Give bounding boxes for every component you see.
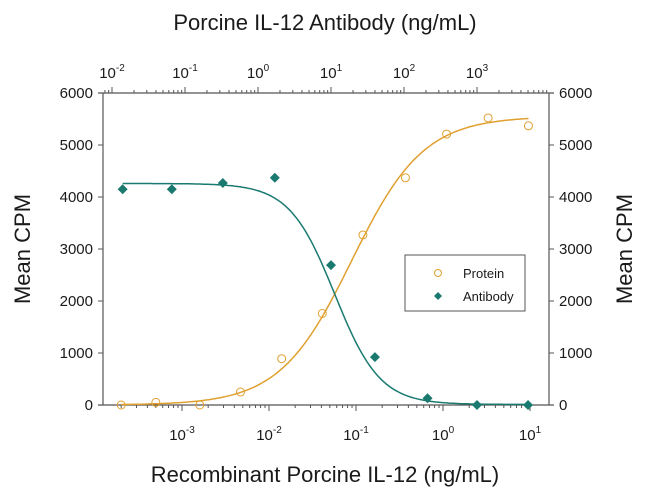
legend-antibody: Antibody xyxy=(463,289,514,304)
x-axis-title: Recombinant Porcine IL-12 (ng/mL) xyxy=(151,462,500,487)
antibody-marker-icon xyxy=(434,292,442,300)
data-points xyxy=(116,113,534,410)
svg-text:10-1: 10-1 xyxy=(172,63,198,82)
svg-text:1000: 1000 xyxy=(559,345,592,362)
svg-text:5000: 5000 xyxy=(559,137,592,154)
svg-text:103: 103 xyxy=(466,63,489,82)
axes: 0 0 1000 1000 2000 2000 3000 3000 4000 4000 5000 50… xyxy=(60,63,593,444)
fit-curves xyxy=(121,117,529,406)
svg-text:100: 100 xyxy=(247,63,270,82)
svg-text:10-1: 10-1 xyxy=(343,425,369,444)
svg-text:5000: 5000 xyxy=(60,137,93,154)
svg-text:3000: 3000 xyxy=(60,241,93,258)
y-axis-title-left: Mean CPM xyxy=(10,194,35,304)
svg-text:6000: 6000 xyxy=(559,85,592,102)
y-axis-title-right: Mean CPM xyxy=(612,194,637,304)
svg-text:101: 101 xyxy=(519,425,542,444)
svg-text:100: 100 xyxy=(432,425,455,444)
svg-text:102: 102 xyxy=(393,63,416,82)
legend-protein: Protein xyxy=(463,266,504,281)
svg-text:0: 0 xyxy=(559,397,567,414)
svg-text:4000: 4000 xyxy=(60,189,93,206)
svg-text:1000: 1000 xyxy=(60,345,93,362)
svg-text:2000: 2000 xyxy=(559,293,592,310)
svg-text:0: 0 xyxy=(85,397,93,414)
svg-text:2000: 2000 xyxy=(60,293,93,310)
svg-text:3000: 3000 xyxy=(559,241,592,258)
svg-text:6000: 6000 xyxy=(60,85,93,102)
svg-text:10-3: 10-3 xyxy=(169,425,195,444)
svg-text:101: 101 xyxy=(320,63,343,82)
svg-text:4000: 4000 xyxy=(559,189,592,206)
protein-marker-icon xyxy=(434,269,442,277)
svg-text:10-2: 10-2 xyxy=(99,63,125,82)
top-axis-title: Porcine IL-12 Antibody (ng/mL) xyxy=(173,10,476,35)
svg-text:10-2: 10-2 xyxy=(256,425,282,444)
legend: Protein Antibody xyxy=(404,254,526,312)
